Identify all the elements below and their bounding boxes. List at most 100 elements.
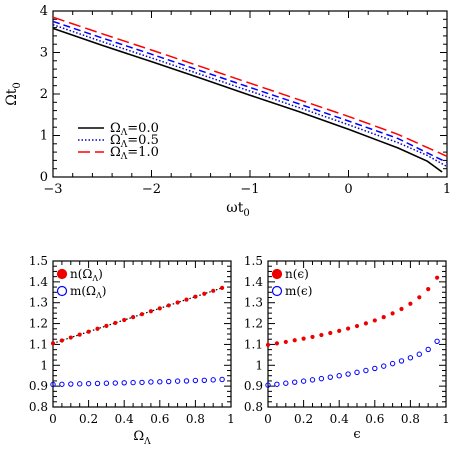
y-tick-label: 1.2 [29,317,48,331]
data-point [328,330,333,336]
x-axis-label-bottom-left: ΩΛ [133,429,151,447]
series-line-0 [52,27,443,173]
x-tick-label: 0.4 [115,412,134,426]
y-tick-labels-bottom-left: 0.8 0.9 1 1.1 1.2 1.3 1.4 1.5 [29,254,48,414]
data-point [283,339,288,345]
data-point [220,285,225,291]
y-tick-label: 0.9 [244,379,263,393]
y-tick-labels-top: 0 1 2 3 4 [40,4,48,185]
data-point [95,326,100,331]
data-point [59,338,64,343]
legend-label: n(ΩΛ) [70,267,103,283]
data-point [139,379,145,386]
panel-top-omega-t0: −3 −2 −1 0 1 0 1 2 3 4 ΩΛ=0.0ΩΛ=0.5ΩΛ=1.0 ωt0 Ωt… [4,4,451,219]
data-point [283,380,289,386]
series-line-1 [52,23,448,168]
y-tick-label: 1.3 [244,296,263,310]
data-point [148,309,153,314]
data-point [265,342,271,347]
data-point [131,315,136,320]
data-point [354,323,360,329]
legend-label: ΩΛ=0.5 [110,133,159,150]
data-point [390,311,395,316]
y-tick-label: 0.8 [29,400,48,414]
x-tick-label: −2 [142,182,161,197]
x-tick-labels-top: −3 −2 −1 0 1 [43,182,451,197]
y-tick-label: 1 [255,358,263,372]
y-tick-label: 0.9 [29,379,48,393]
data-point [300,378,307,384]
x-tick-label: 0.2 [79,412,98,426]
x-tick-label: 0.8 [186,412,205,426]
data-point [148,379,154,385]
data-point [166,303,171,308]
data-point [372,365,378,372]
x-tick-label: 1 [443,182,451,197]
data-point [363,321,368,326]
y-tick-label: 1.1 [29,337,48,351]
data-point [59,381,65,387]
x-tick-label: 0.4 [330,412,349,426]
x-tick-label: 0.6 [365,412,384,426]
data-point [211,288,216,293]
y-tick-label: 1.5 [244,254,263,268]
series-line-2 [52,20,448,164]
data-point [184,297,189,302]
data-point [183,378,190,384]
data-point [301,336,306,341]
legend-bottom-left: n(ΩΛ)m(ΩΛ) [56,267,106,300]
data-point [292,338,297,343]
x-tick-label: 0 [344,182,352,197]
data-point [381,315,386,320]
data-point [426,287,431,292]
data-point [274,341,279,346]
plot-frame-bottom-right [267,260,447,408]
legend-label: m(ΩΛ) [70,284,106,300]
data-point [85,380,92,387]
data-point [434,338,440,344]
data-point [139,312,145,317]
y-tick-label: 4 [40,4,48,19]
x-tick-labels-bottom-left: 0 0.2 0.4 0.6 0.8 1 [49,412,235,426]
data-point [292,379,298,385]
y-tick-labels-bottom-right: 0.8 0.9 1 1.1 1.2 1.3 1.4 1.5 [244,254,263,414]
legend-marker [56,285,68,297]
data-point [389,360,396,367]
legend-label: ΩΛ=0.0 [110,121,159,138]
series-bottom-right [265,275,440,388]
data-point [399,306,404,312]
x-tick-labels-bottom-right: 0 0.2 0.4 0.6 0.8 1 [264,412,450,426]
data-point [77,332,82,337]
data-point [157,306,162,311]
panel-bottom-left-n-m-omega: 0 0.2 0.4 0.6 0.8 1 0.8 0.9 1 1.1 1.2 1.3 1.4 1.5 n(… [29,254,235,447]
data-point [103,380,110,386]
data-point [219,376,225,383]
y-tick-label: 1.2 [244,317,263,331]
ticks-top [52,10,448,178]
legend-top: ΩΛ=0.0ΩΛ=0.5ΩΛ=1.0 [78,121,159,162]
data-point [175,300,180,305]
y-tick-label: 1.3 [29,296,48,310]
data-point [86,329,91,334]
y-tick-label: 0.8 [244,400,263,414]
x-axis-label-top: ωt0 [226,200,249,219]
legend-marker [56,268,68,280]
data-point [121,380,127,386]
legend-marker [271,285,283,297]
data-point [417,295,422,300]
data-point [122,317,127,323]
data-point [202,291,207,296]
data-point [192,377,199,384]
data-point [94,380,101,387]
y-tick-label: 1.5 [29,254,48,268]
y-tick-label: 3 [40,46,48,61]
data-point [319,332,324,338]
data-point [354,369,360,376]
data-point [130,379,136,386]
x-tick-label: 0 [264,412,272,426]
ticks-bottom-right [267,260,447,408]
data-point [310,334,315,340]
y-tick-label: 1 [40,358,48,372]
data-point [104,323,109,328]
data-point [68,335,73,340]
